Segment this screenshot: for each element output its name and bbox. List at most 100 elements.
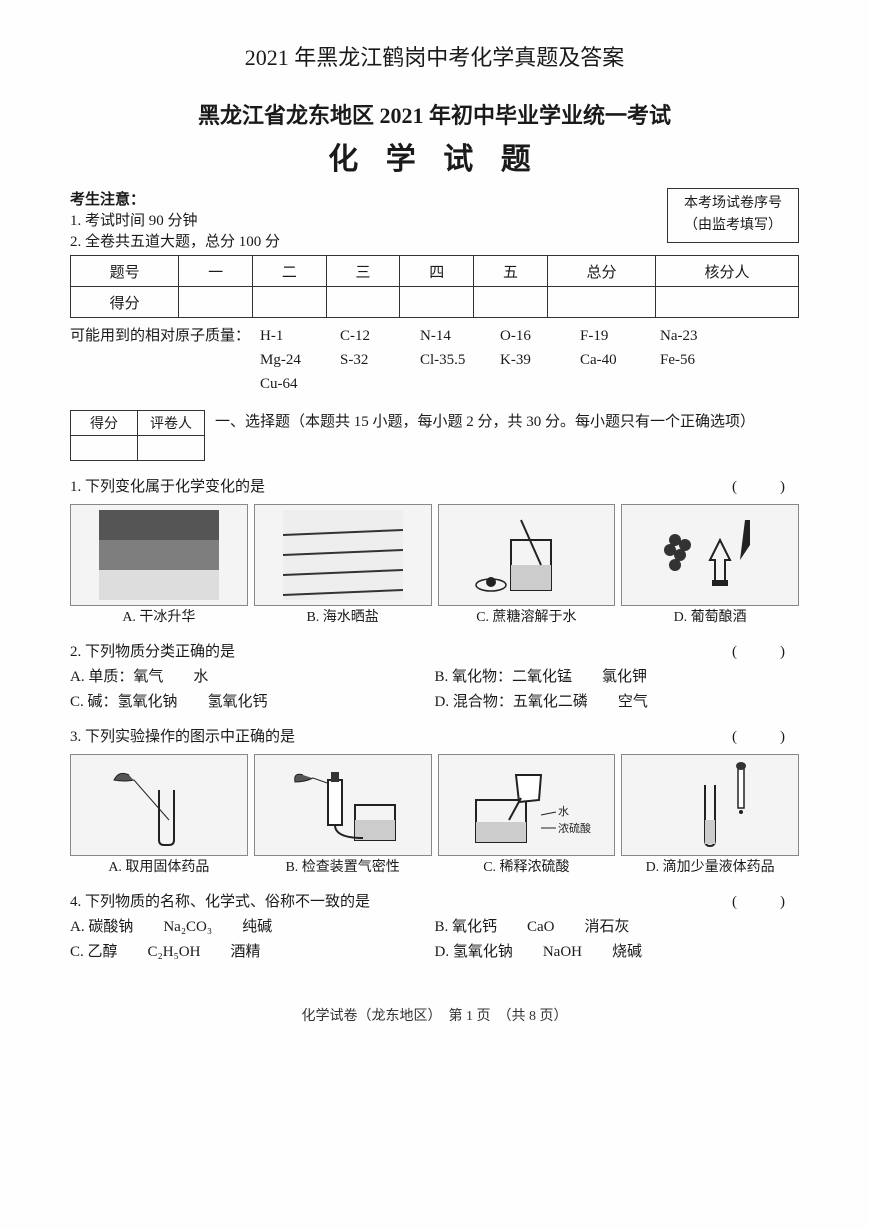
table-row: 题号 一 二 三 四 五 总分 核分人: [71, 256, 799, 287]
q4-stem: 4. 下列物质的名称、化学式、俗称不一致的是: [70, 894, 370, 910]
q1-d-label: D. 葡萄酿酒: [621, 606, 799, 626]
doc-main-title: 2021 年黑龙江鹤岗中考化学真题及答案: [70, 40, 799, 72]
q2-stem: 2. 下列物质分类正确的是: [70, 644, 235, 660]
page-footer: 化学试卷（龙东地区） 第 1 页 （共 8 页）: [70, 1005, 799, 1025]
th-total: 总分: [547, 256, 655, 287]
subject-title: 化 学 试 题: [70, 134, 799, 178]
cell-blank: [656, 287, 799, 318]
cell-blank: [547, 287, 655, 318]
q2-c: C. 碱：氢氧化钠 氢氧化钙: [70, 690, 435, 711]
q3-opt-a: A. 取用固体药品: [70, 754, 248, 876]
mass-item: Ca-40: [580, 348, 660, 372]
th-4: 四: [400, 256, 474, 287]
cell-blank: [400, 287, 474, 318]
airtight-check-icon: [254, 754, 432, 856]
mass-item: Mg-24: [260, 348, 340, 372]
cell-blank: [179, 287, 253, 318]
cell-blank: [474, 287, 548, 318]
mass-item: Na-23: [660, 324, 740, 348]
mass-item: Cl-35.5: [420, 348, 500, 372]
sequence-box: 本考场试卷序号 （由监考填写）: [667, 188, 799, 243]
region-title: 黑龙江省龙东地区 2021 年初中毕业学业统一考试: [70, 98, 799, 130]
seq-line-1: 本考场试卷序号: [684, 193, 782, 215]
sb-score: 得分: [71, 411, 138, 436]
q1-opt-a: A. 干冰升华: [70, 504, 248, 626]
masses-label: 可能用到的相对原子质量：: [70, 324, 260, 348]
seq-line-2: （由监考填写）: [684, 215, 782, 237]
sb-marker: 评卷人: [138, 411, 205, 436]
q3-opt-d: D. 滴加少量液体药品: [621, 754, 799, 876]
notice-left: 考生注意： 1. 考试时间 90 分钟 2. 全卷共五道大题，总分 100 分: [70, 188, 667, 251]
q4-options: A. 碳酸钠 Na₂CO₃ 纯碱 B. 氧化钙 CaO 消石灰 C. 乙醇 C₂…: [70, 915, 799, 961]
section-1-header: 得分 评卷人 一、选择题（本题共 15 小题，每小题 2 分，共 30 分。每小…: [70, 410, 799, 461]
q1-opt-d: D. 葡萄酿酒: [621, 504, 799, 626]
th-3: 三: [326, 256, 400, 287]
cell-blank: [71, 436, 138, 461]
q1-c-label: C. 蔗糖溶解于水: [438, 606, 616, 626]
q1-opt-c: C. 蔗糖溶解于水: [438, 504, 616, 626]
notice-line-2: 2. 全卷共五道大题，总分 100 分: [70, 230, 667, 251]
q1-opt-b: B. 海水晒盐: [254, 504, 432, 626]
mass-item: K-39: [500, 348, 580, 372]
q3-opt-b: B. 检查装置气密性: [254, 754, 432, 876]
section-scorebox: 得分 评卷人: [70, 410, 205, 461]
mass-item: Cu-64: [260, 372, 340, 396]
q1-b-label: B. 海水晒盐: [254, 606, 432, 626]
q4-c: C. 乙醇 C₂H₅OH 酒精: [70, 940, 435, 961]
score-table: 题号 一 二 三 四 五 总分 核分人 得分: [70, 255, 799, 318]
q4-b: B. 氧化钙 CaO 消石灰: [435, 915, 800, 936]
mass-item: N-14: [420, 324, 500, 348]
q3-b-label: B. 检查装置气密性: [254, 856, 432, 876]
atomic-masses: 可能用到的相对原子质量： H-1 C-12 N-14 O-16 F-19 Na-…: [70, 324, 799, 396]
answer-paren: ( ): [732, 890, 799, 911]
dry-ice-icon: [70, 504, 248, 606]
q3-opt-c: 水浓硫酸 C. 稀释浓硫酸: [438, 754, 616, 876]
dilute-acid-icon: 水浓硫酸: [438, 754, 616, 856]
cell-blank: [326, 287, 400, 318]
q4-a: A. 碳酸钠 Na₂CO₃ 纯碱: [70, 915, 435, 936]
grape-wine-icon: [621, 504, 799, 606]
mass-item: O-16: [500, 324, 580, 348]
mass-item: S-32: [340, 348, 420, 372]
seawater-salt-icon: [254, 504, 432, 606]
q2-a: A. 单质：氧气 水: [70, 665, 435, 686]
row-label: 得分: [71, 287, 179, 318]
q1-images: A. 干冰升华 B. 海水晒盐 C. 蔗糖溶解于水 D. 葡萄酿酒: [70, 504, 799, 626]
q2-b: B. 氧化物：二氧化锰 氯化钾: [435, 665, 800, 686]
th-num: 题号: [71, 256, 179, 287]
table-row: 得分: [71, 287, 799, 318]
q1-stem: 1. 下列变化属于化学变化的是: [70, 479, 265, 495]
cell-blank: [138, 436, 205, 461]
q3-images: A. 取用固体药品 B. 检查装置气密性 水浓硫酸 C. 稀释浓硫酸 D. 滴加…: [70, 754, 799, 876]
q3-stem: 3. 下列实验操作的图示中正确的是: [70, 729, 295, 745]
solid-reagent-icon: [70, 754, 248, 856]
section-1-title: 一、选择题（本题共 15 小题，每小题 2 分，共 30 分。每小题只有一个正确…: [215, 410, 799, 431]
th-2: 二: [252, 256, 326, 287]
th-5: 五: [474, 256, 548, 287]
q1-a-label: A. 干冰升华: [70, 606, 248, 626]
q3-c-label: C. 稀释浓硫酸: [438, 856, 616, 876]
mass-item: C-12: [340, 324, 420, 348]
masses-indent: [70, 348, 260, 372]
masses-indent: [70, 372, 260, 396]
q4-d: D. 氢氧化钠 NaOH 烧碱: [435, 940, 800, 961]
notice-header: 考生注意：: [70, 188, 667, 209]
dropper-liquid-icon: [621, 754, 799, 856]
th-1: 一: [179, 256, 253, 287]
q3-d-label: D. 滴加少量液体药品: [621, 856, 799, 876]
answer-paren: ( ): [732, 475, 799, 496]
sugar-dissolve-icon: [438, 504, 616, 606]
cell-blank: [252, 287, 326, 318]
notice-row: 考生注意： 1. 考试时间 90 分钟 2. 全卷共五道大题，总分 100 分 …: [70, 188, 799, 251]
answer-paren: ( ): [732, 640, 799, 661]
mass-item: F-19: [580, 324, 660, 348]
q3-a-label: A. 取用固体药品: [70, 856, 248, 876]
q2-options: A. 单质：氧气 水 B. 氧化物：二氧化锰 氯化钾 C. 碱：氢氧化钠 氢氧化…: [70, 665, 799, 711]
q2-d: D. 混合物：五氧化二磷 空气: [435, 690, 800, 711]
question-2: 2. 下列物质分类正确的是 ( ) A. 单质：氧气 水 B. 氧化物：二氧化锰…: [70, 640, 799, 711]
question-1: 1. 下列变化属于化学变化的是 ( ) A. 干冰升华 B. 海水晒盐 C. 蔗…: [70, 475, 799, 626]
notice-line-1: 1. 考试时间 90 分钟: [70, 209, 667, 230]
acid-label: 浓硫酸: [558, 821, 591, 835]
th-checker: 核分人: [656, 256, 799, 287]
mass-item: Fe-56: [660, 348, 740, 372]
